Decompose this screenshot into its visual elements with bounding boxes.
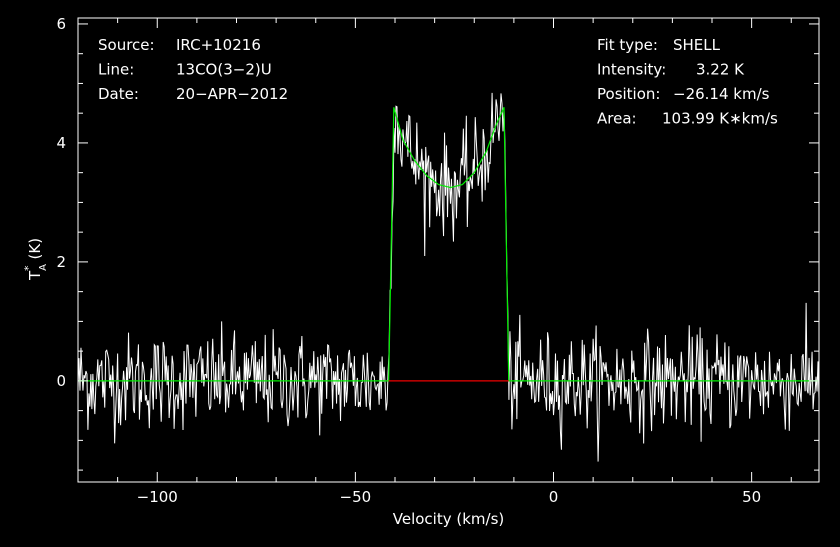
x-tick-label: −50 bbox=[340, 488, 372, 506]
info-value: IRC+10216 bbox=[176, 36, 261, 54]
info-value: 13CO(3−2)U bbox=[176, 61, 272, 79]
y-tick-label: 0 bbox=[56, 372, 66, 390]
y-axis-title-superscript: * bbox=[22, 265, 35, 271]
info-key: Line: bbox=[98, 61, 134, 79]
x-axis-title: Velocity (km/s) bbox=[393, 510, 504, 528]
y-tick-label: 6 bbox=[56, 15, 66, 33]
y-axis-title-unit: (K) bbox=[26, 238, 44, 260]
plot-area bbox=[77, 92, 820, 462]
info-value: 3.22 K bbox=[696, 61, 745, 79]
y-axis-title-text: TA* (K) bbox=[22, 238, 49, 281]
info-key: Position: bbox=[597, 85, 660, 103]
y-axis-title: TA* (K) bbox=[22, 238, 49, 281]
info-key: Intensity: bbox=[597, 61, 666, 79]
info-value: 103.99 K∗km/s bbox=[662, 110, 778, 128]
x-tick-label: 0 bbox=[549, 488, 559, 506]
y-axis-title-symbol: T bbox=[26, 270, 44, 281]
y-tick-label: 2 bbox=[56, 253, 66, 271]
info-key: Date: bbox=[98, 85, 139, 103]
info-key: Fit type: bbox=[597, 36, 658, 54]
y-axis-title-subscript: A bbox=[38, 264, 49, 271]
info-key: Area: bbox=[597, 110, 637, 128]
info-panel-right: Fit type: SHELL Intensity: 3.22 K Position: −… bbox=[597, 36, 778, 128]
info-value: 20−APR−2012 bbox=[176, 85, 288, 103]
y-axis: 0 2 4 6 bbox=[56, 15, 819, 471]
x-axis: −100 −50 0 50 bbox=[117, 18, 792, 506]
info-key: Source: bbox=[98, 36, 155, 54]
info-value: SHELL bbox=[673, 36, 721, 54]
fit-line bbox=[78, 106, 819, 382]
x-tick-label: 50 bbox=[742, 488, 761, 506]
info-value: −26.14 km/s bbox=[673, 85, 770, 103]
spectrum-line bbox=[77, 92, 820, 462]
info-panel-left: Source: IRC+10216 Line: 13CO(3−2)U Date: 20−A… bbox=[98, 36, 288, 103]
x-tick-label: −100 bbox=[137, 488, 178, 506]
plot-frame bbox=[77, 17, 820, 483]
y-tick-label: 4 bbox=[56, 134, 66, 152]
